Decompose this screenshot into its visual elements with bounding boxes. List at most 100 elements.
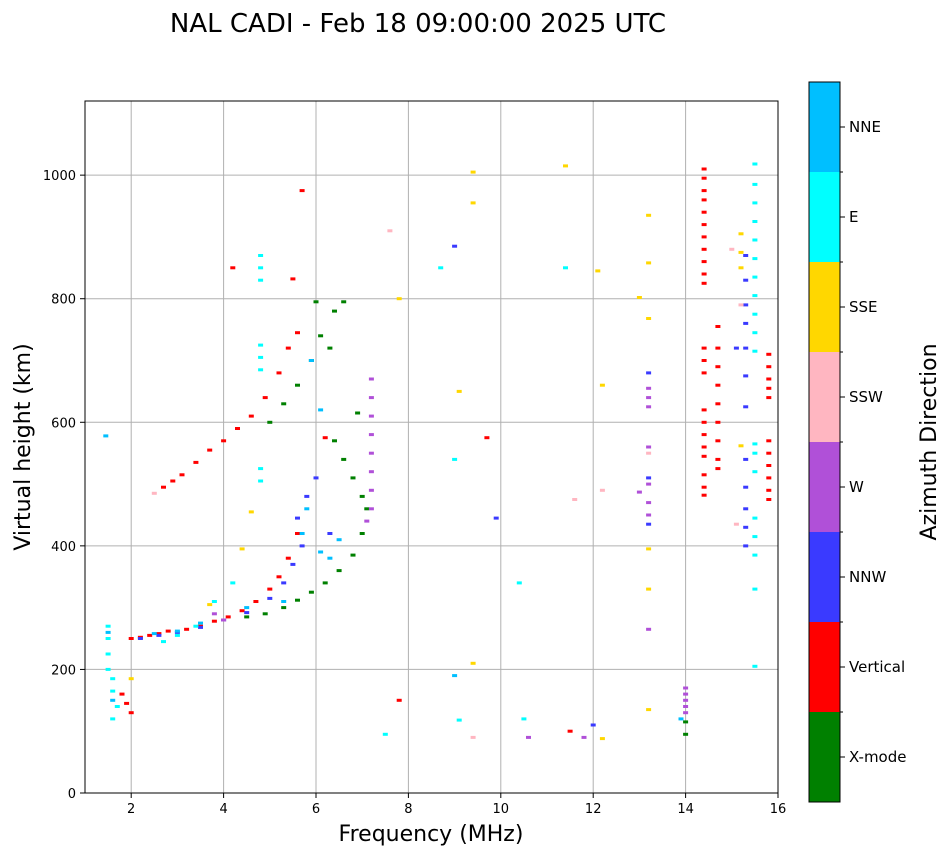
data-point: [701, 359, 707, 362]
data-point: [743, 405, 749, 409]
data-point: [743, 485, 749, 489]
data-point: [766, 451, 772, 455]
data-point: [239, 547, 245, 551]
data-point: [276, 371, 282, 375]
data-point: [752, 349, 758, 353]
data-point: [752, 294, 758, 298]
data-point: [738, 303, 744, 307]
data-point: [258, 368, 264, 372]
data-point: [766, 464, 772, 467]
data-point: [646, 261, 652, 265]
data-point: [211, 600, 217, 603]
data-point: [701, 473, 707, 477]
data-point: [766, 439, 772, 443]
data-point: [258, 266, 264, 270]
data-point: [267, 596, 273, 600]
data-point: [470, 170, 476, 174]
data-point: [161, 485, 166, 489]
colorbar-swatch: [809, 82, 840, 172]
data-point: [368, 377, 374, 381]
data-point: [179, 473, 185, 477]
data-point: [683, 720, 689, 724]
plot-grid: [85, 101, 779, 794]
colorbar-frame: [808, 81, 841, 803]
data-point: [493, 516, 499, 520]
x-tick-label: 2: [127, 802, 135, 817]
series-e: [105, 162, 758, 736]
data-point: [258, 479, 264, 483]
data-point: [683, 711, 689, 715]
data-point: [304, 507, 310, 511]
data-point: [470, 201, 476, 205]
data-point: [341, 300, 347, 304]
data-point: [766, 498, 772, 501]
x-tick-label: 12: [585, 802, 602, 817]
data-point: [646, 451, 652, 455]
colorbar-swatch: [809, 622, 840, 712]
colorbar-swatch: [809, 532, 840, 622]
data-point: [295, 532, 300, 535]
data-point: [701, 176, 707, 180]
data-point: [221, 618, 227, 622]
data-point: [198, 625, 203, 629]
data-point: [701, 167, 707, 171]
data-point: [327, 346, 333, 350]
data-point: [110, 698, 116, 702]
data-point: [484, 436, 490, 440]
x-tick-label: 6: [312, 802, 320, 817]
data-point: [646, 445, 652, 449]
data-point: [364, 507, 370, 511]
data-point: [368, 414, 374, 418]
data-point: [646, 522, 652, 526]
data-point: [207, 448, 213, 452]
data-point: [599, 488, 605, 492]
data-point: [267, 420, 273, 424]
data-point: [128, 637, 134, 640]
data-point: [103, 434, 109, 438]
data-point: [295, 516, 300, 520]
colorbar-label: W: [849, 478, 864, 496]
data-point: [738, 250, 744, 254]
x-tick-label: 8: [404, 802, 412, 817]
data-point: [715, 402, 721, 406]
data-point: [295, 331, 300, 335]
data-point: [281, 606, 287, 610]
data-point: [581, 735, 587, 739]
data-point: [752, 201, 758, 205]
data-point: [752, 238, 758, 242]
data-point: [174, 629, 180, 633]
data-point: [290, 562, 296, 566]
data-point: [743, 321, 749, 325]
data-point: [599, 737, 605, 741]
y-tick-label: 0: [68, 787, 76, 802]
y-tick-label: 600: [51, 416, 76, 431]
data-point: [332, 439, 337, 443]
data-point: [308, 590, 314, 594]
data-point: [743, 544, 749, 548]
data-point: [105, 630, 111, 634]
data-point: [646, 627, 652, 631]
data-point: [567, 729, 573, 733]
data-point: [729, 247, 735, 251]
colorbar-label: Vertical: [849, 658, 905, 676]
data-point: [766, 396, 772, 400]
data-point: [350, 553, 356, 557]
colorbar-label: SSE: [849, 298, 878, 316]
data-point: [752, 664, 758, 668]
data-point: [248, 510, 254, 514]
data-point: [396, 698, 402, 702]
data-point: [137, 637, 143, 640]
data-point: [456, 718, 462, 722]
data-point: [646, 371, 652, 375]
data-point: [701, 420, 707, 424]
x-tick-label: 14: [677, 802, 694, 817]
data-point: [683, 698, 689, 702]
data-point: [267, 587, 273, 591]
data-point: [752, 220, 758, 223]
data-point: [646, 386, 652, 390]
data-point: [452, 457, 458, 461]
data-point: [174, 633, 180, 637]
data-point: [646, 587, 652, 591]
data-point: [368, 470, 374, 474]
